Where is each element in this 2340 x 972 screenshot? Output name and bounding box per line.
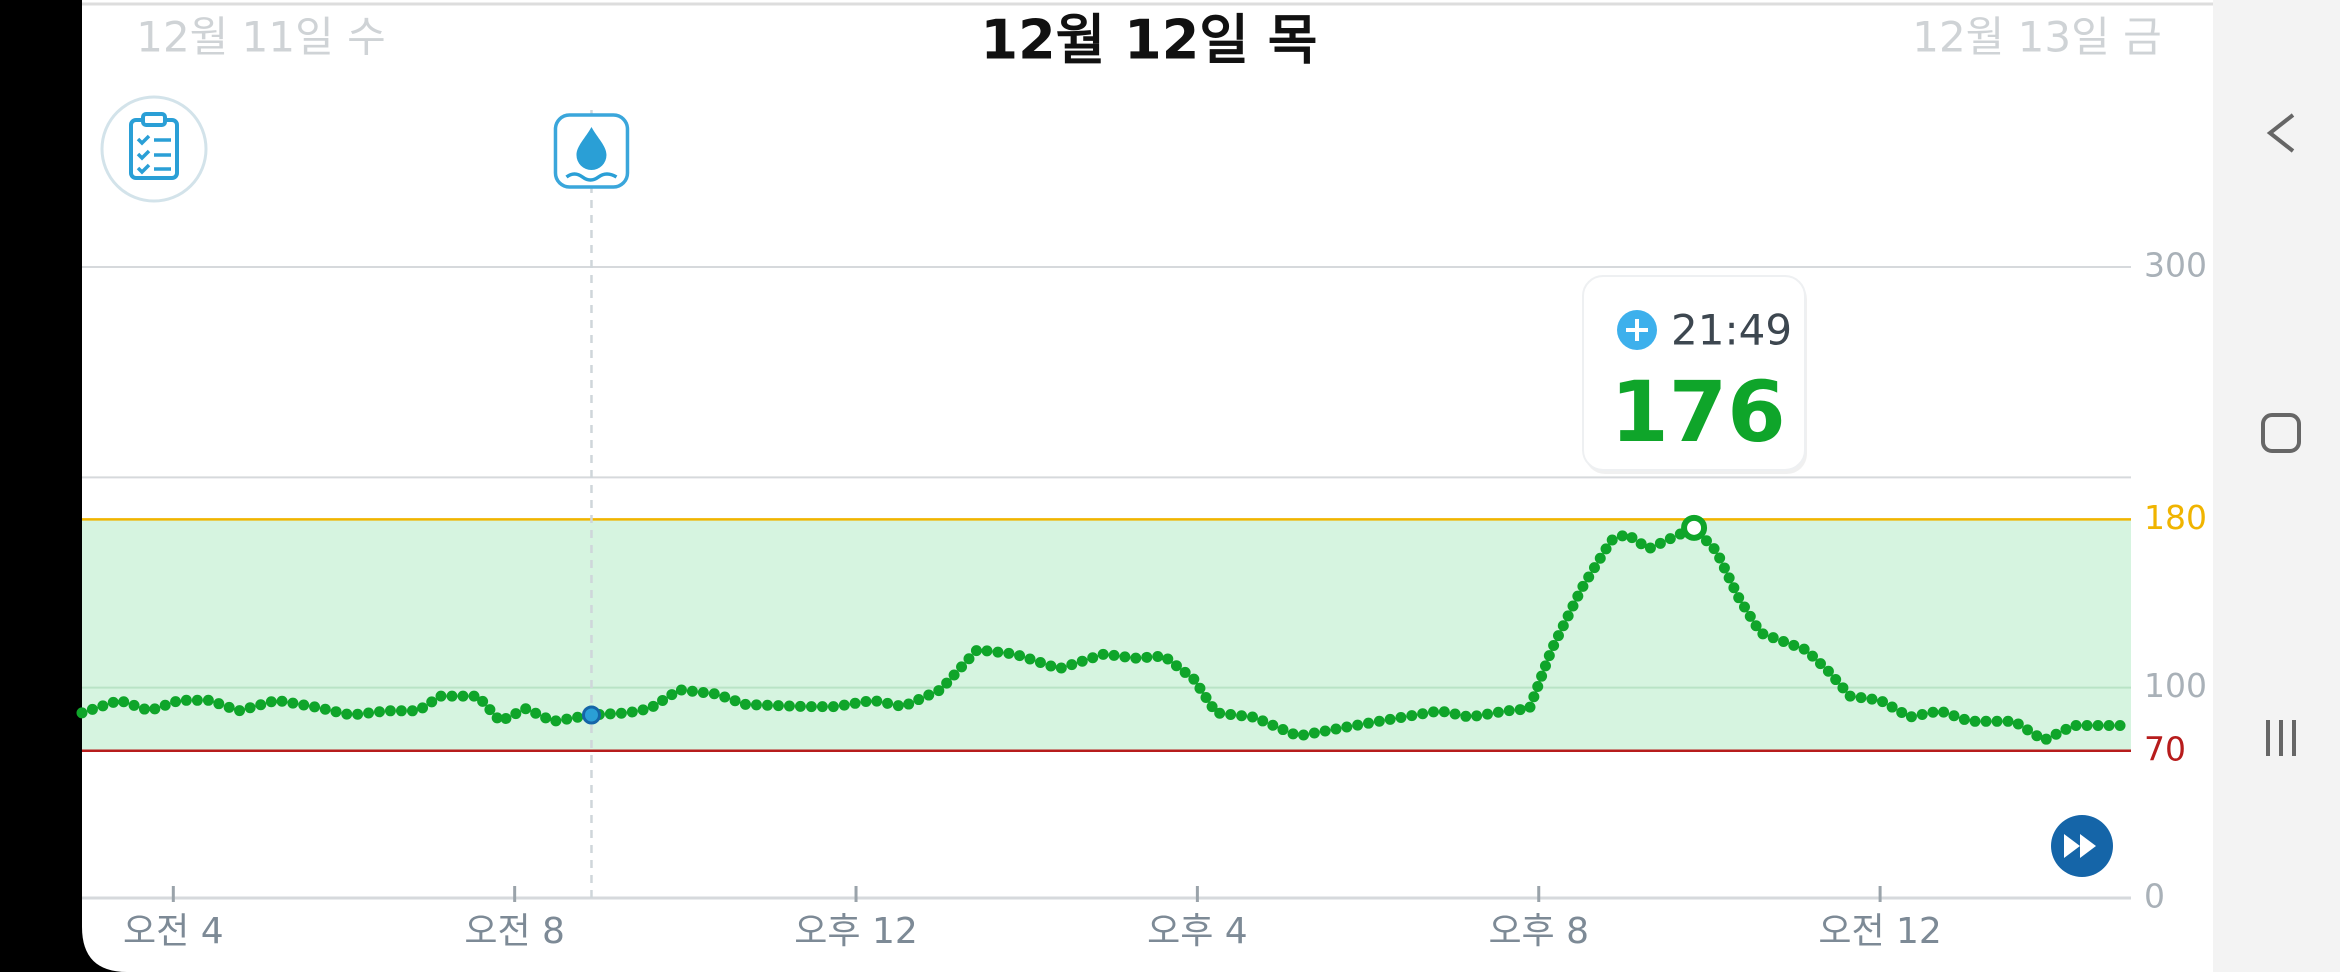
tooltip-value: 176 (1610, 363, 1785, 461)
nav-recent[interactable] (2266, 720, 2296, 756)
y-tick-label: 0 (2144, 877, 2165, 916)
nav-home[interactable] (2261, 413, 2301, 453)
event-icon-drop (576, 127, 607, 171)
prev-day[interactable]: 12월 11일 수 (136, 13, 386, 62)
event-point (581, 705, 601, 725)
nav-back[interactable] (2266, 113, 2295, 153)
x-tick-label: 오후 4 (1147, 911, 1248, 952)
x-tick-label: 오후 12 (794, 911, 918, 952)
log-button[interactable] (100, 95, 208, 203)
chart-title: 12월 12일 목 (981, 9, 1318, 72)
panel (82, 0, 2213, 972)
glucose-line (76, 522, 2137, 746)
y-tick-label: 180 (2144, 498, 2207, 537)
forward-button[interactable] (2051, 815, 2113, 877)
y-tick-label: 300 (2144, 246, 2207, 285)
y-tick-label: 100 (2144, 666, 2207, 705)
tooltip-time: 21:49 (1671, 306, 1792, 355)
next-day[interactable]: 12월 13일 금 (1912, 13, 2162, 62)
y-tick-label: 70 (2144, 729, 2186, 768)
event-icon-wave (565, 172, 618, 182)
x-tick-label: 오전 4 (123, 911, 224, 952)
event-icon[interactable] (553, 113, 630, 189)
nav-bar (2213, 0, 2340, 972)
x-tick-label: 오후 8 (1488, 911, 1589, 952)
x-tick-label: 오전 12 (1818, 911, 1942, 952)
tooltip-plus-sign (1626, 319, 1648, 341)
x-tick-label: 오전 8 (464, 911, 565, 952)
selected-point (1681, 514, 1708, 541)
